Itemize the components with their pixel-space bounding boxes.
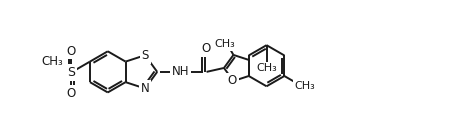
Text: NH: NH <box>172 65 190 78</box>
Text: CH₃: CH₃ <box>295 81 315 91</box>
Text: O: O <box>201 42 210 55</box>
Text: CH₃: CH₃ <box>256 63 277 74</box>
Text: S: S <box>142 49 149 62</box>
Text: S: S <box>67 66 76 79</box>
Text: O: O <box>67 87 76 100</box>
Text: N: N <box>141 82 150 95</box>
Text: CH₃: CH₃ <box>42 55 64 68</box>
Text: O: O <box>67 45 76 58</box>
Text: CH₃: CH₃ <box>214 39 235 49</box>
Text: O: O <box>228 74 237 88</box>
